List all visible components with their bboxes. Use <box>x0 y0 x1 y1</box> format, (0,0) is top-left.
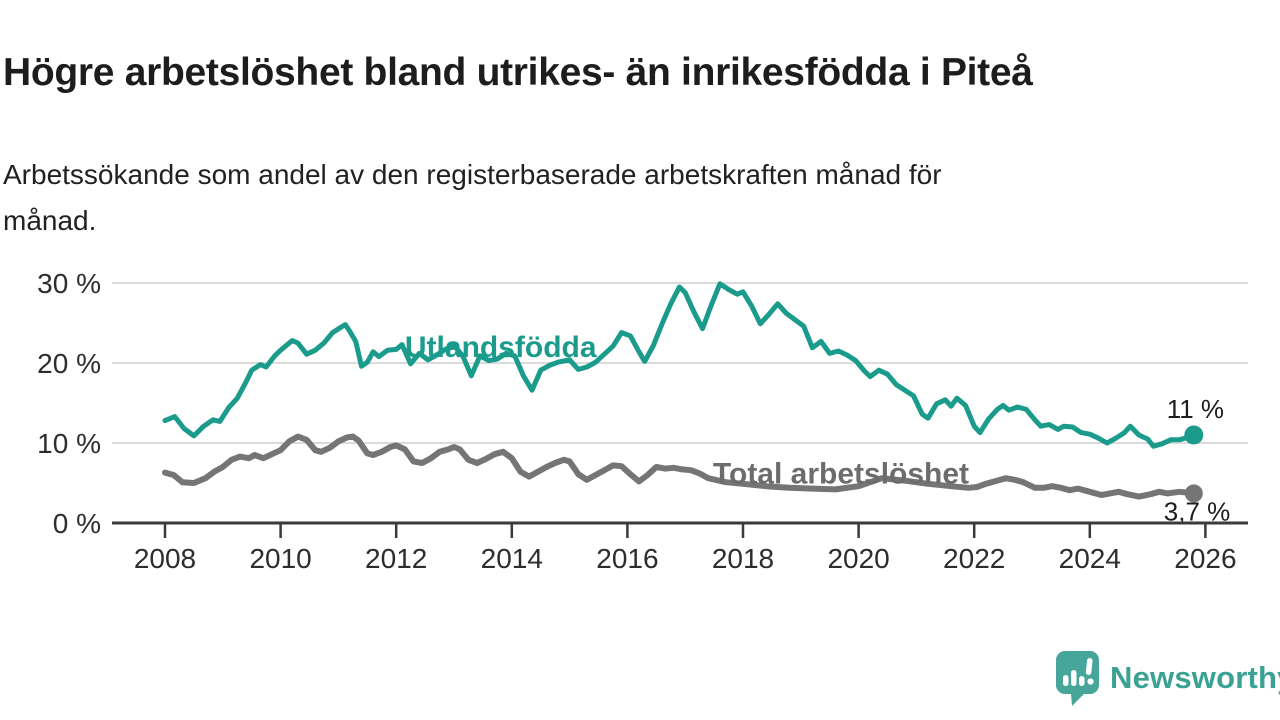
x-axis-label: 2020 <box>827 543 889 574</box>
newsworthy-chart-bubble-icon <box>1056 651 1099 706</box>
bar-2 <box>1071 670 1077 686</box>
y-axis-label: 30 % <box>37 268 101 299</box>
subtitle-line-2: månad. <box>3 205 97 236</box>
newsworthy-wordmark: Newsworthy <box>1110 660 1280 695</box>
x-axis-label: 2024 <box>1059 543 1121 574</box>
exclamation-bar <box>1085 658 1093 675</box>
x-axis-label: 2012 <box>365 543 427 574</box>
x-axis-label: 2026 <box>1174 543 1236 574</box>
bar-3 <box>1079 676 1085 686</box>
x-axis-label: 2018 <box>712 543 774 574</box>
x-axis-label: 2010 <box>249 543 311 574</box>
page-title: Högre arbetslöshet bland utrikes- än inr… <box>3 51 1033 95</box>
series-line-total-arbetsl-shet <box>162 433 1197 500</box>
y-axis-label: 0 % <box>53 508 101 539</box>
line-chart: 0 % 10 % 20 % 30 % Utlandsfödda 11 % Total arb… <box>37 268 1248 574</box>
x-axis-label: 2008 <box>134 543 196 574</box>
x-axis-label: 2016 <box>596 543 658 574</box>
series-label-utlandsf-dda: Utlandsfödda <box>405 331 597 364</box>
series-label-total-arbetsl-shet: Total arbetslöshet <box>713 457 969 490</box>
subtitle-line-1: Arbetssökande som andel av den registerb… <box>3 159 942 190</box>
series-end-dot-total-arbetsl-shet <box>1184 484 1203 503</box>
series-end-value-utlandsf-dda: 11 % <box>1167 394 1224 424</box>
exclamation-dot <box>1087 678 1094 685</box>
chart-subtitle: Arbetssökande som andel av den registerb… <box>3 152 1203 244</box>
y-axis-label: 20 % <box>37 348 101 379</box>
x-axis-label: 2014 <box>481 543 543 574</box>
bar-1 <box>1063 675 1069 686</box>
series-end-dot-utlandsf-dda <box>1184 425 1204 445</box>
speech-bubble-shape <box>1056 651 1099 706</box>
series-line-utlandsf-dda <box>162 281 1197 449</box>
newsworthy-logo: Newsworthy <box>1054 650 1280 708</box>
x-axis-label: 2022 <box>943 543 1005 574</box>
y-axis-label: 10 % <box>37 428 101 459</box>
